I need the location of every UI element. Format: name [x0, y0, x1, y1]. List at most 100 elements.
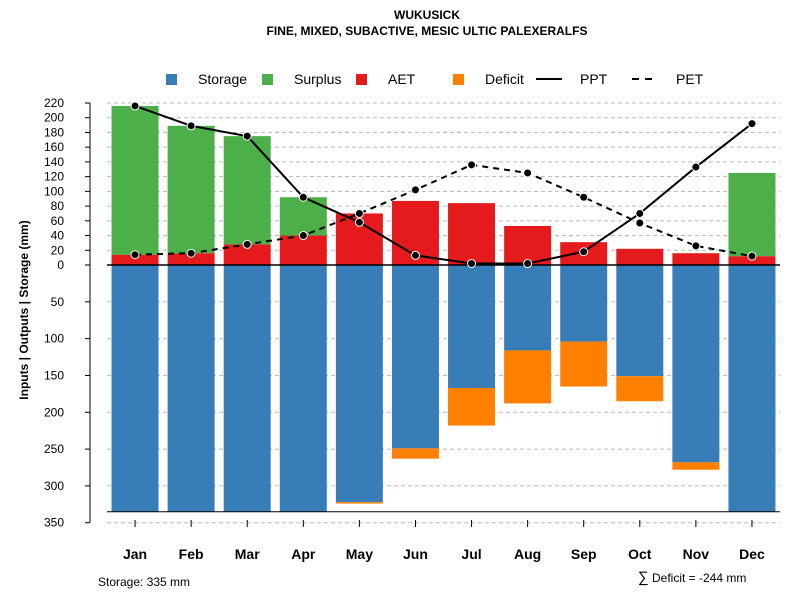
legend-swatch-storage: [166, 74, 177, 85]
surplus-bar: [167, 125, 215, 254]
aet-bar: [448, 203, 496, 265]
deficit-annotation: Deficit = -244 mm: [652, 571, 746, 585]
ppt-point: [242, 131, 252, 141]
aet-bar: [279, 235, 327, 265]
x-tick-label: Sep: [571, 546, 597, 562]
ppt-line: [134, 104, 753, 265]
storage-annotation: Storage: 335 mm: [98, 575, 190, 589]
legend-label: PET: [676, 71, 704, 87]
aet-bar: [223, 244, 271, 265]
y-tick-label: 180: [44, 125, 64, 139]
storage-bar: [391, 265, 439, 449]
storage-bar: [728, 265, 776, 512]
legend-swatch-aet: [356, 74, 367, 85]
aet-bar: [504, 225, 552, 265]
ppt-point: [298, 192, 308, 202]
aet-bar: [672, 253, 720, 265]
y-tick-label: 350: [44, 516, 64, 530]
legend-swatch-surplus: [262, 74, 273, 85]
deficit-bar: [672, 462, 720, 470]
x-tick-label: Jan: [123, 546, 147, 562]
x-tick-label: Aug: [514, 546, 541, 562]
pet-point: [410, 185, 420, 195]
deficit-bar: [616, 376, 664, 402]
x-tick-label: Nov: [683, 546, 710, 562]
y-tick-label: 250: [44, 442, 64, 456]
legend-label: Storage: [198, 71, 247, 87]
ppt-point: [691, 162, 701, 172]
ppt-point: [410, 250, 420, 260]
legend-label: AET: [388, 71, 416, 87]
x-tick-label: Feb: [179, 546, 204, 562]
pet-point: [242, 239, 252, 249]
pet-point: [579, 192, 589, 202]
y-tick-label: 100: [44, 332, 64, 346]
chart-title: WUKUSICK: [394, 8, 460, 22]
y-tick-label: 200: [44, 111, 64, 125]
y-tick-label: 160: [44, 140, 64, 154]
deficit-bar: [448, 387, 496, 426]
pet-point: [186, 248, 196, 258]
y-tick-label: 100: [44, 184, 64, 198]
storage-bar: [616, 265, 664, 377]
pet-line: [135, 163, 753, 258]
ppt-point: [467, 259, 477, 269]
x-tick-label: Oct: [628, 546, 652, 562]
y-tick-label: 300: [44, 479, 64, 493]
ppt-point: [747, 119, 757, 129]
y-tick-label: 20: [51, 243, 65, 257]
y-tick-label: 0: [57, 258, 64, 272]
storage-bar: [223, 265, 271, 512]
ppt-point: [579, 247, 589, 257]
pet-point: [691, 241, 701, 251]
pet-point: [635, 218, 645, 228]
deficit-bar: [391, 448, 439, 459]
storage-bar: [279, 265, 327, 512]
surplus-bar: [223, 136, 271, 245]
pet-point: [298, 231, 308, 241]
x-tick-label: Jul: [461, 546, 481, 562]
ppt-point: [635, 208, 645, 218]
x-tick-label: Mar: [235, 546, 260, 562]
x-tick-label: Apr: [291, 546, 316, 562]
x-tick-label: Dec: [739, 546, 765, 562]
pet-point: [354, 208, 364, 218]
storage-bar: [560, 265, 608, 342]
storage-bar: [111, 265, 159, 512]
pet-point: [523, 168, 533, 178]
ppt-point: [354, 217, 364, 227]
y-tick-label: 80: [51, 199, 65, 213]
storage-bar: [167, 265, 215, 512]
chart-subtitle: FINE, MIXED, SUBACTIVE, MESIC ULTIC PALE…: [267, 24, 588, 38]
aet-bar: [111, 254, 159, 265]
y-tick-label: 120: [44, 170, 64, 184]
y-tick-label: 200: [44, 405, 64, 419]
deficit-bar: [335, 502, 383, 504]
legend-label: PPT: [580, 71, 608, 87]
storage-bar: [335, 265, 383, 503]
y-tick-label: 50: [51, 295, 65, 309]
deficit-bar: [504, 350, 552, 404]
deficit-bar: [560, 341, 608, 387]
y-tick-label: 40: [51, 229, 65, 243]
y-tick-label: 150: [44, 368, 64, 382]
y-tick-label: 140: [44, 155, 64, 169]
pet-point: [747, 251, 757, 261]
ppt-point: [130, 101, 140, 111]
aet-bar: [616, 248, 664, 265]
surplus-bar: [111, 105, 159, 255]
pet-point: [130, 250, 140, 260]
x-tick-label: Jun: [403, 546, 428, 562]
ppt-point: [186, 121, 196, 131]
sum-symbol: ∑: [638, 569, 649, 586]
y-tick-label: 220: [44, 96, 64, 110]
ppt-point: [523, 259, 533, 269]
storage-bar: [448, 265, 496, 388]
surplus-bar: [728, 172, 776, 257]
y-axis-label: Inputs | Outputs | Storage (mm): [17, 220, 31, 399]
x-tick-label: May: [346, 546, 373, 562]
storage-bar: [504, 265, 552, 351]
pet-point: [467, 160, 477, 170]
